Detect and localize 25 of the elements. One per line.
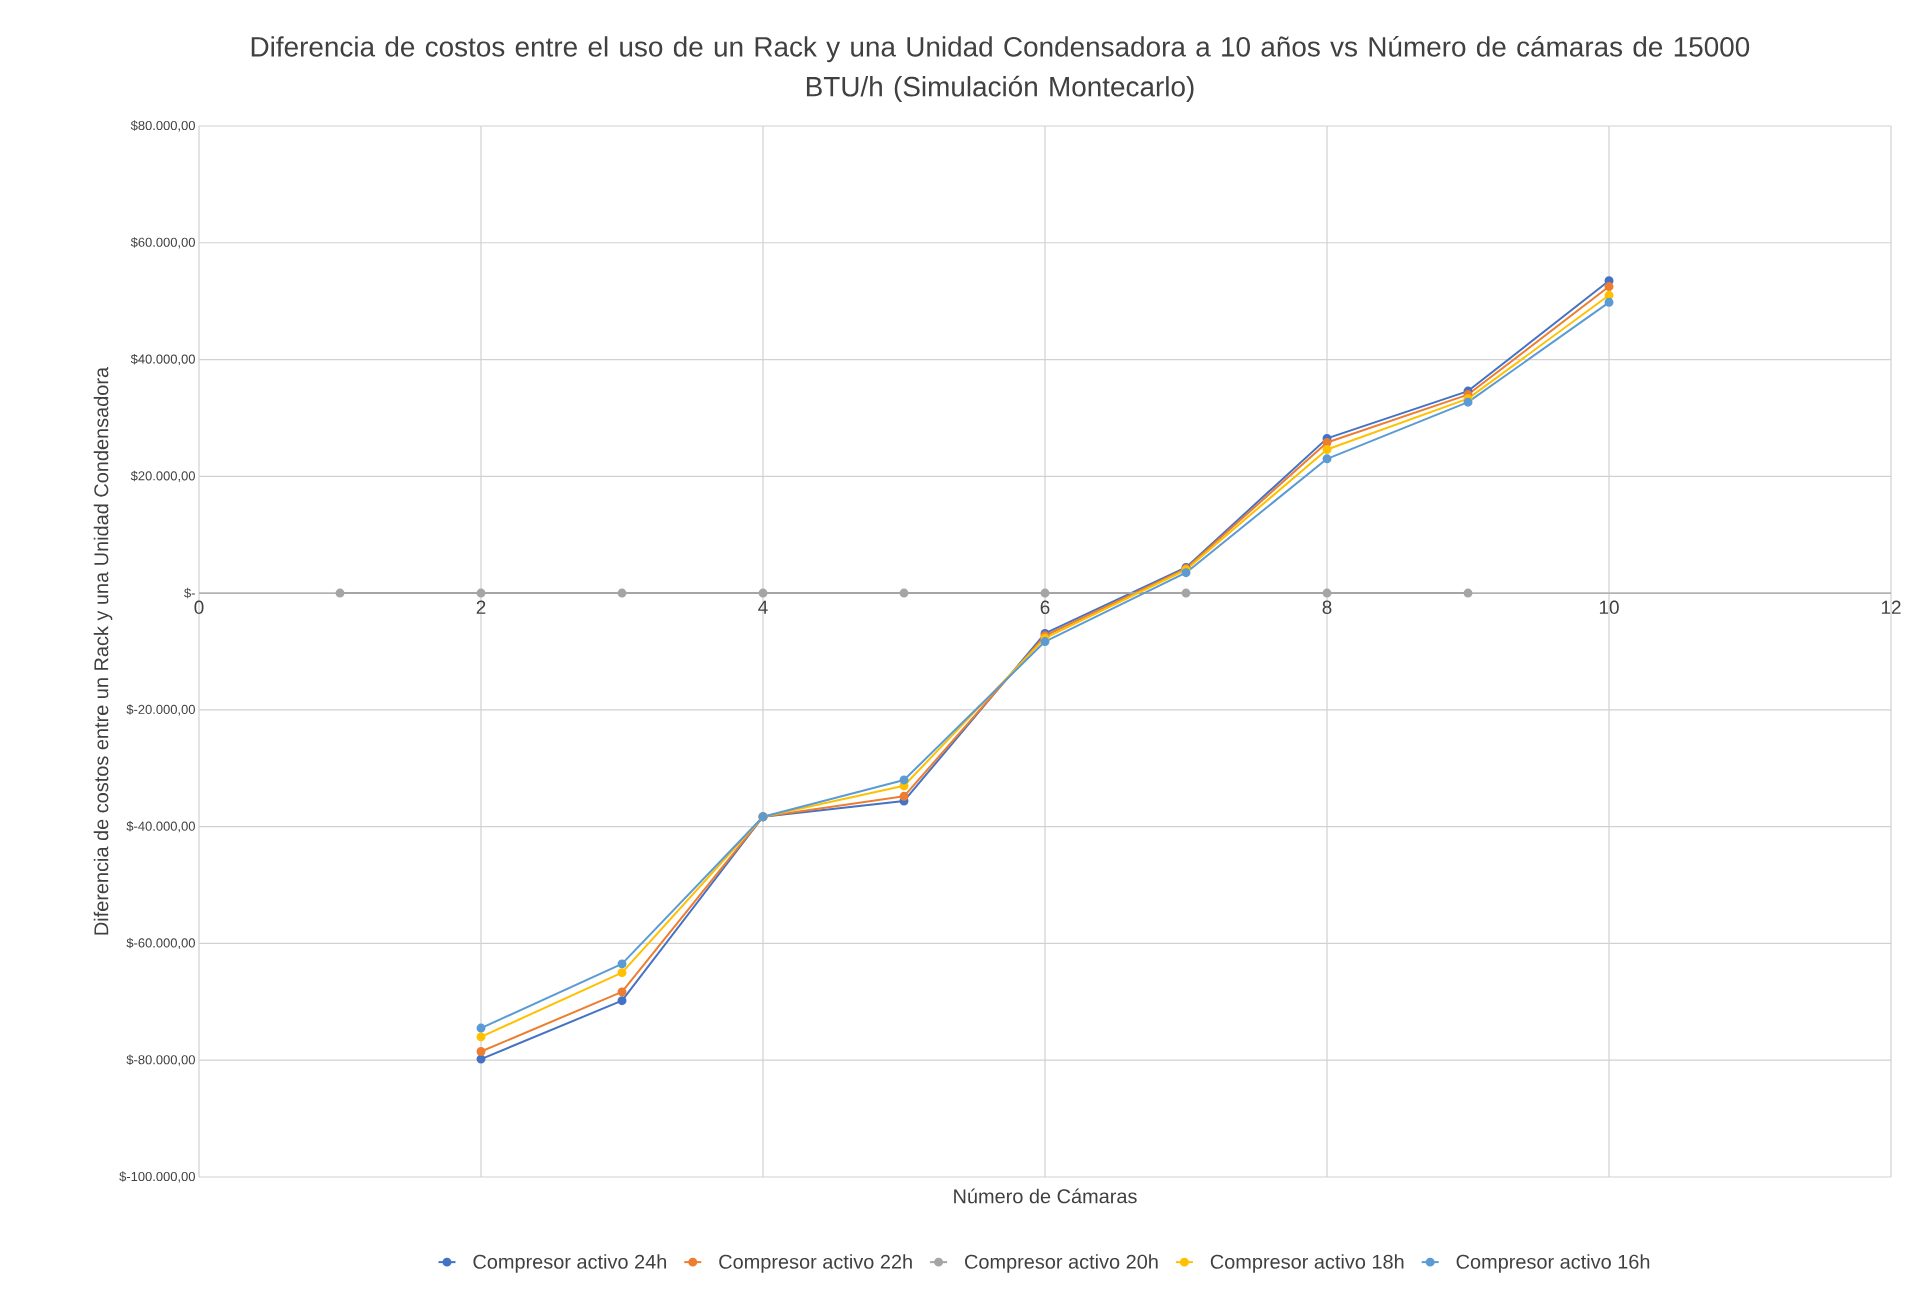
y-tick-label: $60.000,00 [130,237,195,249]
x-tick-label: 8 [1322,600,1332,615]
x-tick-label: 4 [758,600,768,614]
x-tick-label: 0 [194,600,204,615]
y-tick-label: $-40.000,00 [126,821,195,833]
x-tick-label: 6 [1040,600,1050,615]
y-tick-label: $40.000,00 [130,353,195,366]
y-tick-label: $-80.000,00 [126,1054,195,1066]
legend-label: Compresor activo 20h [965,1254,1158,1273]
legend-label: Compresor activo 18h [1210,1254,1404,1273]
chart-title: Diferencia de costos entre el uso de un Rack y una Unidad Condensadora a 10 años vs Número de cámaras de 15000 BTU/h (Simulación Montecarlo) [251,35,1750,103]
legend-label: Compresor activo 16h [1456,1254,1650,1273]
legend-label: Compresor activo 22h [719,1254,912,1273]
y-tick-label: $-60.000,00 [126,937,195,950]
y-tick-label: $20.000,00 [130,470,195,482]
y-tick-label: $-100.000,00 [119,1171,195,1183]
y-axis-title: Diferencia de costos entre un Rack y una Unidad Condensadora [93,366,113,935]
x-tick-label: 2 [476,600,486,614]
y-tick-label: $80.000,00 [130,120,195,132]
x-tick-label: 10 [1599,600,1619,615]
legend-label: Compresor activo 24h [473,1254,666,1273]
y-tick-label: $-20.000,00 [126,704,195,716]
x-tick-label: 12 [1881,600,1901,614]
x-axis-title: Número de Cámaras [954,1188,1137,1204]
y-tick-label: $- [184,587,195,599]
